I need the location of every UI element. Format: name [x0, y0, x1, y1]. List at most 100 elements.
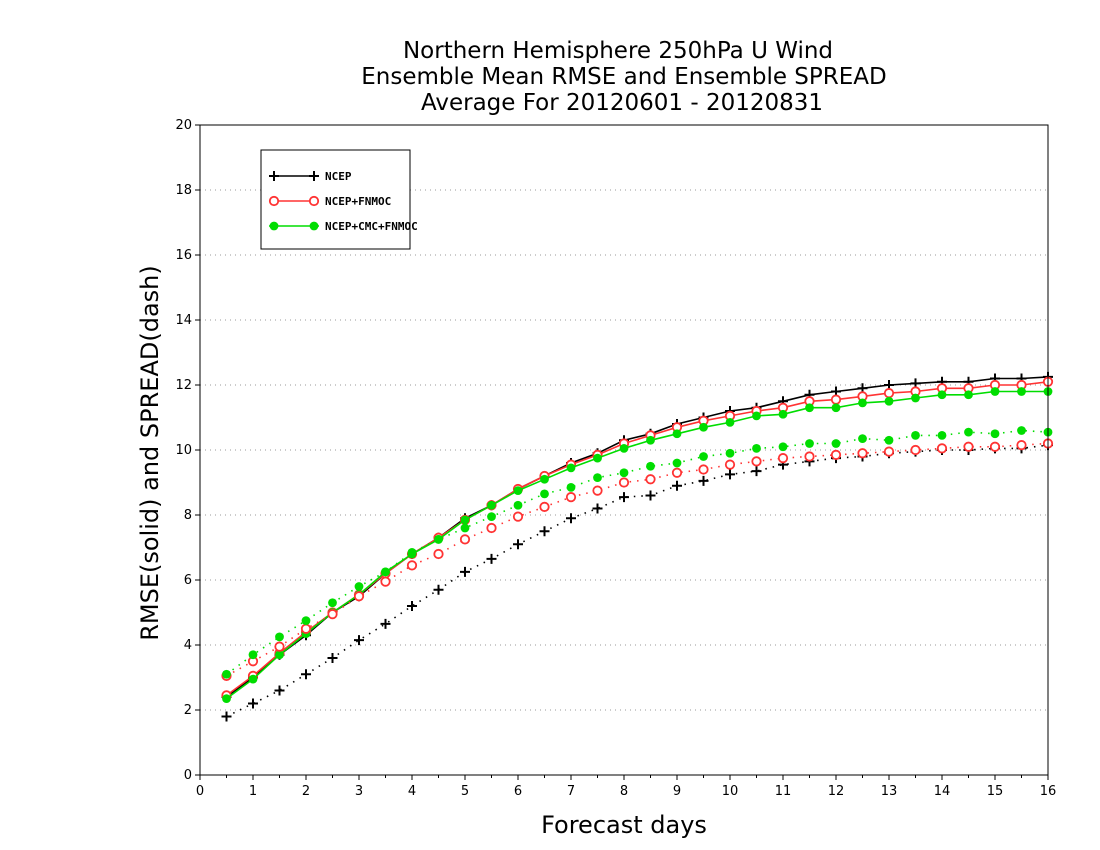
- data-point-ncep-cmc-fnmoc-spread: [752, 443, 761, 453]
- data-point-ncep-cmc-fnmoc-spread: [778, 442, 788, 452]
- data-point-ncep-fnmoc-spread: [857, 448, 868, 459]
- x-tick-label-5: 5: [461, 784, 469, 799]
- data-point-ncep-cmc-fnmoc-rmse: [487, 500, 496, 510]
- data-point-ncep-fnmoc-spread: [989, 441, 1001, 452]
- data-point-ncep-cmc-fnmoc-rmse: [248, 674, 258, 684]
- data-point-ncep-spread: [354, 635, 364, 646]
- data-point-ncep-fnmoc-spread: [433, 548, 444, 560]
- series-ncep-fnmoc-rmse: [221, 376, 1054, 701]
- data-point-ncep-spread: [327, 653, 338, 663]
- y-tick-label-10: 10: [175, 443, 192, 458]
- series-ncep-rmse: [221, 371, 1053, 702]
- data-point-ncep-spread: [433, 584, 444, 595]
- series-line-ncep-rmse: [226, 376, 1049, 698]
- x-tick-label-0: 0: [196, 784, 204, 799]
- chart-title-line-3: Average For 20120601 - 20120831: [421, 90, 823, 116]
- x-tick-label-7: 7: [567, 784, 575, 799]
- data-point-ncep-fnmoc-spread: [380, 576, 391, 587]
- x-tick-label-9: 9: [673, 784, 681, 799]
- data-point-ncep-spread: [645, 490, 656, 501]
- legend-marker: [309, 171, 319, 181]
- data-point-ncep-fnmoc-spread: [539, 501, 550, 512]
- data-point-ncep-cmc-fnmoc-rmse: [752, 411, 761, 421]
- data-point-ncep-fnmoc-spread: [804, 451, 815, 462]
- x-tick-label-2: 2: [302, 784, 310, 799]
- data-point-ncep-fnmoc-spread: [459, 534, 471, 545]
- plot-frame: [199, 124, 1049, 776]
- legend-marker: [269, 221, 279, 231]
- data-point-ncep-spread: [672, 480, 682, 491]
- data-point-ncep-spread: [698, 475, 709, 486]
- data-point-ncep-cmc-fnmoc-rmse: [964, 390, 973, 400]
- data-point-ncep-spread: [460, 566, 470, 577]
- x-tick-label-3: 3: [355, 784, 363, 799]
- data-point-ncep-fnmoc-spread: [353, 591, 365, 602]
- data-point-ncep-cmc-fnmoc-spread: [1017, 426, 1026, 435]
- data-point-ncep-cmc-fnmoc-spread: [593, 473, 602, 483]
- data-point-ncep-fnmoc-rmse: [883, 388, 895, 399]
- x-tick-label-16: 16: [1040, 784, 1057, 799]
- data-point-ncep-fnmoc-spread: [327, 609, 338, 620]
- data-point-ncep-fnmoc-spread: [936, 443, 948, 454]
- data-point-ncep-spread: [248, 698, 258, 709]
- data-point-ncep-spread: [274, 685, 285, 696]
- series-line-ncep-fnmoc-rmse: [226, 381, 1049, 697]
- data-point-ncep-spread: [592, 503, 603, 514]
- data-point-ncep-cmc-fnmoc-spread: [672, 458, 682, 468]
- x-axis-label: Forecast days: [541, 811, 707, 839]
- legend-label: NCEP+CMC+FNMOC: [325, 220, 418, 233]
- chart-title-line-2: Ensemble Mean RMSE and Ensemble SPREAD: [361, 64, 886, 90]
- x-tick-label-11: 11: [775, 784, 792, 799]
- data-point-ncep-cmc-fnmoc-rmse: [911, 393, 920, 403]
- series-line-ncep-fnmoc-spread: [226, 442, 1049, 677]
- legend-marker: [268, 195, 280, 207]
- data-point-ncep-fnmoc-spread: [883, 446, 895, 457]
- x-tick-label-13: 13: [881, 784, 898, 799]
- data-point-ncep-cmc-fnmoc-spread: [487, 512, 496, 522]
- legend-marker: [269, 171, 279, 181]
- data-point-ncep-cmc-fnmoc-rmse: [1017, 387, 1026, 396]
- data-point-ncep-fnmoc-spread: [724, 459, 736, 470]
- data-point-ncep-cmc-fnmoc-rmse: [619, 443, 629, 453]
- legend-marker: [308, 195, 320, 207]
- data-point-ncep-cmc-fnmoc-spread: [381, 567, 390, 577]
- series-line-ncep-cmc-fnmoc-rmse: [226, 390, 1048, 700]
- data-point-ncep-spread: [221, 711, 232, 722]
- y-tick-label-20: 20: [175, 118, 192, 133]
- data-point-ncep-fnmoc-spread: [406, 560, 418, 571]
- data-point-ncep-cmc-fnmoc-rmse: [831, 403, 841, 413]
- y-tick-label-12: 12: [175, 378, 192, 393]
- data-point-ncep-cmc-fnmoc-rmse: [884, 396, 894, 406]
- data-point-ncep-cmc-fnmoc-spread: [407, 547, 417, 557]
- legend-label: NCEP: [325, 170, 352, 183]
- data-point-ncep-fnmoc-spread: [512, 511, 524, 522]
- series-ncep-cmc-fnmoc-rmse: [222, 387, 1053, 704]
- data-point-ncep-cmc-fnmoc-spread: [354, 582, 364, 591]
- y-axis-label: RMSE(solid) and SPREAD(dash): [136, 265, 164, 641]
- data-point-ncep-cmc-fnmoc-spread: [805, 439, 814, 448]
- y-tick-label-0: 0: [184, 768, 192, 783]
- x-tick-label-6: 6: [514, 784, 522, 799]
- data-point-ncep-cmc-fnmoc-rmse: [566, 463, 576, 473]
- data-point-ncep-cmc-fnmoc-rmse: [275, 650, 284, 660]
- data-point-ncep-fnmoc-spread: [777, 453, 789, 464]
- data-point-ncep-cmc-fnmoc-spread: [513, 500, 523, 510]
- data-point-ncep-cmc-fnmoc-rmse: [646, 435, 655, 445]
- x-tick-label-10: 10: [722, 784, 739, 799]
- data-point-ncep-cmc-fnmoc-spread: [699, 452, 708, 461]
- series-line-ncep-spread: [226, 444, 1049, 718]
- y-tick-label-2: 2: [184, 703, 192, 718]
- data-point-ncep-fnmoc-spread: [963, 441, 974, 452]
- data-point-ncep-fnmoc-spread: [274, 641, 285, 652]
- x-tick-label-1: 1: [249, 784, 257, 799]
- series-ncep-cmc-fnmoc-spread: [222, 426, 1053, 679]
- data-point-ncep-cmc-fnmoc-spread: [275, 632, 284, 642]
- data-point-ncep-spread: [566, 513, 576, 524]
- chart-title-line-1: Northern Hemisphere 250hPa U Wind: [403, 38, 833, 64]
- data-point-ncep-spread: [486, 553, 497, 564]
- data-point-ncep-cmc-fnmoc-spread: [646, 461, 655, 471]
- x-tick-label-15: 15: [987, 784, 1004, 799]
- data-point-ncep-cmc-fnmoc-spread: [619, 468, 629, 478]
- data-point-ncep-cmc-fnmoc-rmse: [540, 474, 549, 484]
- legend-marker: [309, 221, 319, 231]
